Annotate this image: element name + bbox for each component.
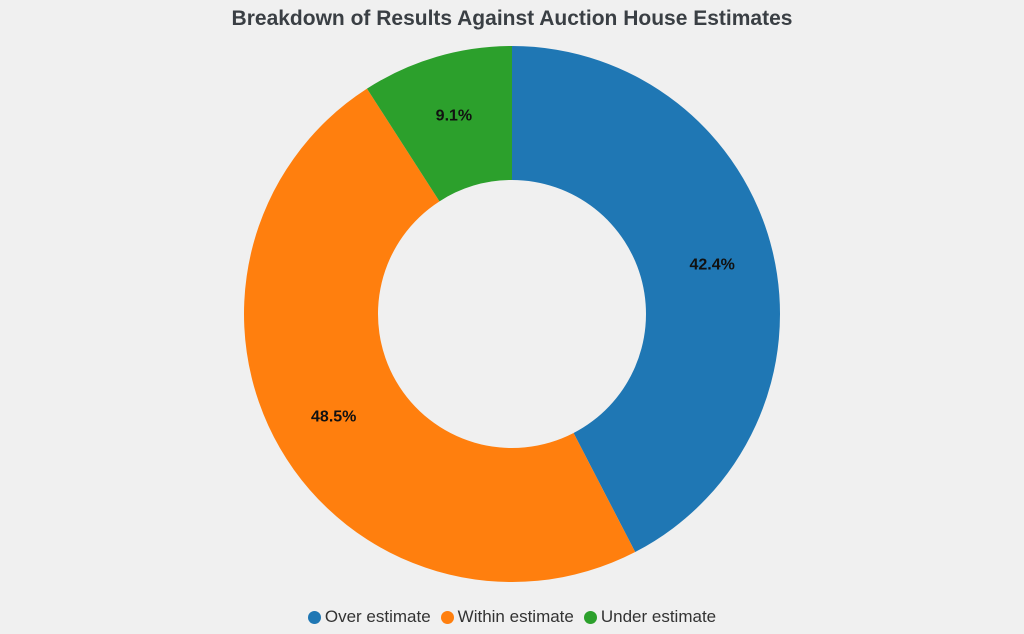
slice-label-over-estimate: 42.4% (689, 256, 734, 273)
legend-swatch-within-estimate (440, 610, 454, 624)
legend-item-over-estimate[interactable]: Over estimate (307, 606, 431, 628)
slice-over-estimate[interactable] (512, 46, 780, 553)
chart-title: Breakdown of Results Against Auction Hou… (231, 7, 793, 30)
legend-item-under-estimate[interactable]: Under estimate (583, 606, 717, 628)
donut-chart: 42.4% 48.5% 9.1% (244, 46, 780, 582)
legend-label-over-estimate: Over estimate (324, 607, 431, 626)
slice-within-estimate[interactable] (244, 88, 636, 582)
legend-label-within-estimate: Within estimate (457, 607, 574, 626)
legend-swatch-over-estimate (307, 610, 321, 624)
legend-label-under-estimate: Under estimate (600, 607, 717, 626)
slice-label-under-estimate: 9.1% (436, 108, 472, 125)
slice-under-estimate[interactable] (366, 46, 512, 202)
legend: Over estimate Within estimate Under esti… (0, 606, 1024, 628)
slice-label-within-estimate: 48.5% (311, 408, 356, 425)
legend-item-within-estimate[interactable]: Within estimate (440, 606, 574, 628)
legend-swatch-under-estimate (583, 610, 597, 624)
